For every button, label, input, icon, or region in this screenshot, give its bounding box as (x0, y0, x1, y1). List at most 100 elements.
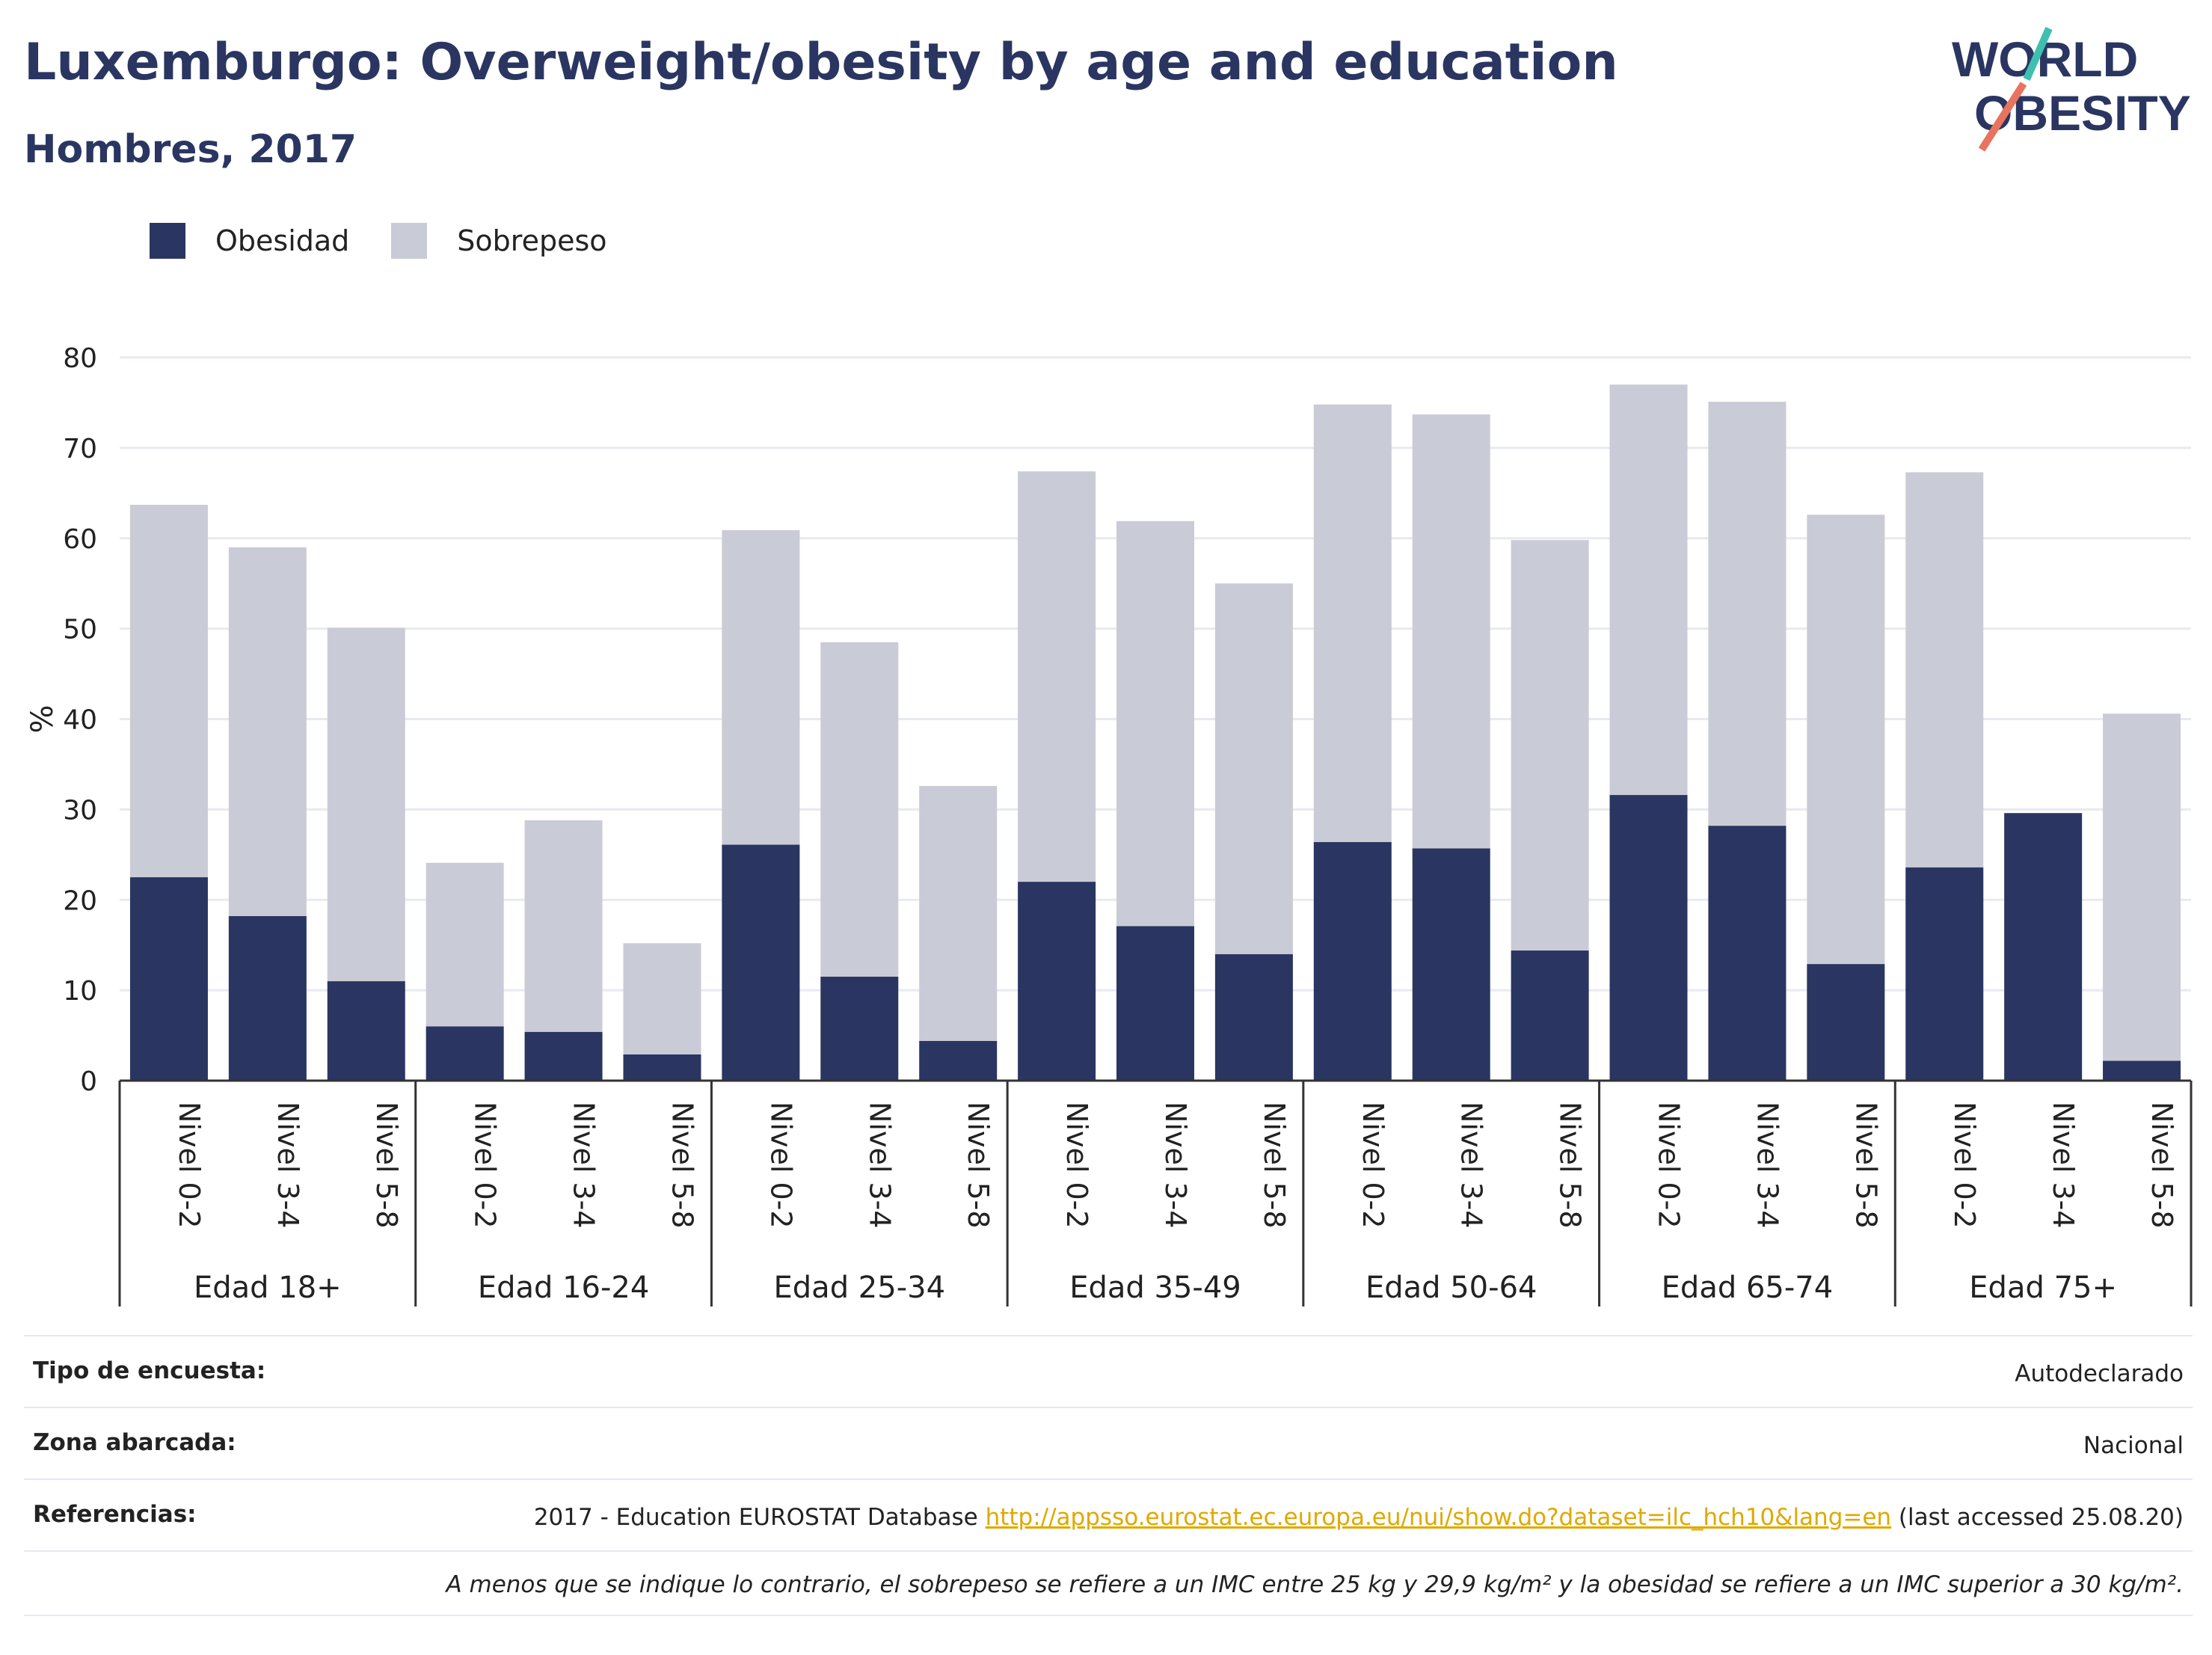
x-tick-label: Nivel 5-8 (1258, 1102, 1291, 1229)
group-label: Edad 25-34 (774, 1271, 946, 1305)
logo-word-obesity: OBESITY (1974, 85, 2191, 141)
footer-row-survey: Tipo de encuesta: Autodeclarado (24, 1335, 2193, 1407)
survey-type-value: Autodeclarado (2015, 1360, 2184, 1387)
chart-footer: Tipo de encuesta: Autodeclarado Zona aba… (24, 1335, 2193, 1616)
bar-overweight (1609, 384, 1688, 796)
bar-overweight (1511, 540, 1589, 951)
legend-swatch-overweight (391, 223, 428, 259)
y-tick-label: 70 (63, 434, 97, 464)
bar-obesity (1018, 882, 1096, 1081)
bar-obesity (2004, 813, 2083, 1081)
x-tick-label: Nivel 3-4 (2047, 1102, 2080, 1229)
bar-overweight (129, 505, 208, 878)
x-tick-label: Nivel 5-8 (1554, 1102, 1587, 1229)
area-label: Zona abarcada: (33, 1429, 236, 1456)
x-tick-label: Nivel 3-4 (1159, 1102, 1192, 1229)
logo-slash-teal (2023, 26, 2053, 82)
bar-obesity (1807, 964, 1885, 1081)
bar-overweight (425, 862, 504, 1027)
bar-obesity (623, 1054, 701, 1081)
x-tick-label: Nivel 0-2 (1060, 1102, 1093, 1229)
x-tick-label: Nivel 3-4 (271, 1102, 304, 1229)
bar-obesity (1214, 954, 1293, 1081)
bar-chart: 0 10 20 30 40 50 60 70 80% Nivel 0-2 Nivel 3-4 Nive… (25, 343, 2193, 1307)
y-tick-label: 50 (63, 615, 97, 645)
references-label: Referencias: (33, 1501, 197, 1528)
x-tick-label: Nivel 0-2 (1948, 1102, 1981, 1229)
x-tick-label: Nivel 3-4 (863, 1102, 896, 1229)
bar-obesity (820, 976, 899, 1081)
x-tick-label: Nivel 0-2 (173, 1102, 206, 1229)
bar-overweight (1412, 414, 1490, 849)
y-tick-label: 80 (63, 343, 97, 374)
x-tick-label: Nivel 3-4 (568, 1102, 600, 1229)
y-tick-label: 40 (63, 705, 97, 736)
logo-slash-coral (1978, 82, 2027, 152)
y-tick-label: 0 (80, 1066, 97, 1097)
bar-obesity (919, 1040, 998, 1081)
group-label: Edad 18+ (194, 1271, 342, 1305)
survey-type-label: Tipo de encuesta: (33, 1357, 266, 1384)
x-tick-label: Nivel 5-8 (666, 1102, 698, 1229)
legend-label-overweight: Sobrepeso (457, 224, 607, 257)
bar-obesity (129, 877, 208, 1081)
bar-obesity (1116, 926, 1194, 1081)
x-tick-label: Nivel 5-8 (1849, 1102, 1882, 1229)
world-obesity-logo: WORLD OBESITY (1952, 26, 2191, 152)
y-tick-label: 10 (63, 976, 97, 1007)
legend: Obesidad Sobrepeso (150, 223, 649, 259)
chart-subtitle: Hombres, 2017 (24, 127, 357, 172)
bar-overweight (1313, 404, 1392, 842)
group-label: Edad 16-24 (478, 1271, 650, 1305)
bar-overweight (1708, 402, 1787, 826)
x-tick-label: Nivel 5-8 (2145, 1102, 2178, 1229)
bar-obesity (722, 844, 800, 1081)
bar-overweight (623, 943, 701, 1054)
legend-item-overweight[interactable]: Sobrepeso (391, 223, 607, 259)
bar-obesity (1905, 867, 1984, 1081)
bar-overweight (1116, 521, 1194, 927)
bar-overweight (722, 529, 800, 845)
x-tick-label: Nivel 0-2 (764, 1102, 797, 1229)
legend-item-obesity[interactable]: Obesidad (150, 223, 349, 259)
bar-obesity (228, 916, 307, 1081)
bar-obesity (1412, 848, 1490, 1081)
references-link[interactable]: http://appsso.eurostat.ec.europa.eu/nui/… (985, 1504, 1892, 1531)
references-value: 2017 - Education EUROSTAT Database http:… (534, 1501, 2184, 1534)
bar-overweight (524, 820, 603, 1032)
references-prefix: 2017 - Education EUROSTAT Database (533, 1504, 986, 1531)
bar-overweight (1905, 472, 1984, 868)
y-tick-label: 60 (63, 524, 97, 555)
footer-row-references: Referencias: 2017 - Education EUROSTAT D… (24, 1479, 2193, 1550)
footer-row-area: Zona abarcada: Nacional (24, 1407, 2193, 1479)
legend-label-obesity: Obesidad (215, 224, 350, 257)
bar-obesity (1511, 950, 1589, 1081)
area-value: Nacional (2083, 1432, 2184, 1459)
bar-obesity (524, 1031, 603, 1081)
bar-obesity (1609, 795, 1688, 1081)
x-tick-label: Nivel 0-2 (1357, 1102, 1389, 1229)
x-tick-label: Nivel 0-2 (1653, 1102, 1686, 1229)
bar-overweight (919, 785, 998, 1041)
bar-overweight (2103, 713, 2181, 1061)
group-label: Edad 50-64 (1365, 1271, 1537, 1305)
y-tick-label: 30 (63, 795, 97, 826)
x-tick-label: Nivel 3-4 (1455, 1102, 1488, 1229)
bar-overweight (327, 627, 405, 982)
group-label: Edad 65-74 (1662, 1271, 1834, 1305)
y-axis-label: % (25, 704, 60, 733)
y-tick-label: 20 (63, 885, 97, 916)
references-suffix: (last accessed 25.08.20) (1891, 1504, 2184, 1531)
bar-obesity (1708, 826, 1787, 1081)
bar-obesity (327, 981, 405, 1081)
definition-note: A menos que se indique lo contrario, el … (24, 1550, 2193, 1616)
bar-overweight (1018, 471, 1096, 882)
x-tick-label: Nivel 5-8 (962, 1102, 995, 1229)
bar-overweight (820, 642, 899, 977)
x-tick-label: Nivel 3-4 (1751, 1102, 1784, 1229)
x-tick-label: Nivel 0-2 (469, 1102, 502, 1229)
bar-overweight (1807, 515, 1885, 965)
legend-swatch-obesity (150, 223, 185, 259)
bar-obesity (2103, 1060, 2181, 1081)
chart-title: Luxemburgo: Overweight/obesity by age an… (24, 33, 1618, 92)
